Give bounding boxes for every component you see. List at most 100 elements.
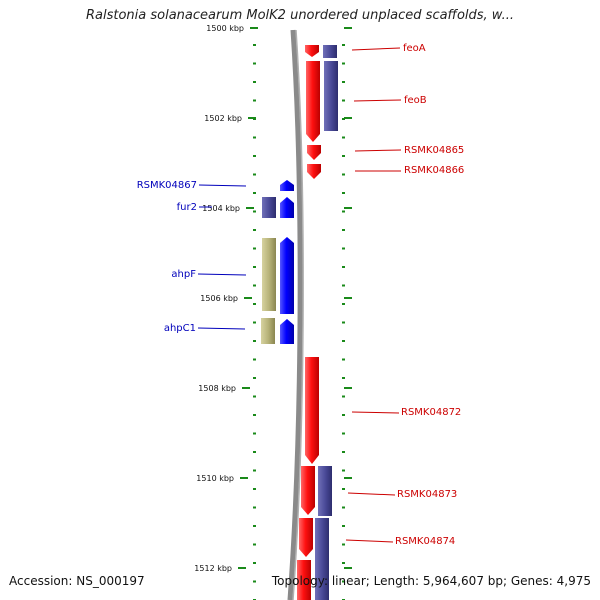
cds-ahpF [262,238,276,311]
guide-dot [342,414,345,416]
scale-tick [344,27,352,29]
guide-dot [342,173,345,176]
gene-arrow-ahpF [280,237,294,314]
guide-dot [253,284,256,287]
cds-feoB [324,61,338,116]
guide-dot [253,210,256,213]
label-ahpF: ahpF [171,269,196,280]
gene-arrow-extra [297,560,311,600]
guide-dot [253,62,256,65]
scale-tick [344,387,352,389]
guide-dot [253,451,256,453]
guide-dot [342,543,345,546]
topology-summary: Topology: linear; Length: 5,964,607 bp; … [271,574,591,588]
scale-tick [242,387,250,389]
guide-dot [342,488,345,490]
label-rsmk04865: RSMK04865 [404,145,464,156]
gene-arrow-rsmk04865 [307,145,321,160]
guide-dot [253,395,256,398]
scale-ticks: 1500 kbp 1502 kbp 1504 kbp 1506 kbp 1508 kbp… [194,24,352,573]
scale-tick-label: 1506 kbp [200,294,238,303]
guide-dot [342,303,345,305]
label-ahpC1: ahpC1 [164,323,196,334]
gene-arrow-ahpC1 [280,319,294,344]
right-gene-labels: feoA feoB RSMK04865 RSMK04866 RSMK04872 … [345,43,464,547]
reverse-genes [261,180,294,344]
accession-label: Accession: NS_000197 [9,574,145,588]
guide-dot [342,525,345,527]
label-rsmk04874: RSMK04874 [395,536,455,547]
guide-dot [342,469,345,472]
guide-dot [342,210,345,213]
label-fur2: fur2 [177,202,197,213]
guide-dot [253,155,256,157]
guide-dot [342,266,345,268]
guide-dot [342,229,345,231]
label-feoB: feoB [404,95,427,106]
chromosome-spine [287,29,303,600]
guide-dot [253,340,256,342]
label-rsmk04866: RSMK04866 [404,165,464,176]
map-title: Ralstonia solanacearum MolK2 unordered u… [85,8,514,23]
scale-tick [244,297,252,299]
guide-dot [253,321,256,324]
label-rsmk04872: RSMK04872 [401,407,461,418]
gene-arrow-rsmk04872 [305,357,319,464]
guide-dot [342,155,345,157]
guide-dot [342,284,345,287]
guide-dot [342,192,345,194]
cds-feoB-end [324,116,338,131]
guide-dot [342,99,345,102]
scale-tick [240,477,248,479]
scale-tick [344,117,352,119]
scale-tick [238,567,246,569]
guide-dot [253,525,256,527]
scale-tick [250,27,258,29]
guide-dot [342,62,345,65]
guide-dot [253,173,256,176]
label-rsmk04867: RSMK04867 [137,180,197,191]
guide-dot [253,488,256,490]
guide-dot [342,580,345,583]
scale-tick-label: 1500 kbp [206,24,244,33]
guide-dot [253,469,256,472]
guide-dot [253,580,256,583]
guide-dot [253,229,256,231]
guide-dot [342,506,345,509]
scale-tick-label: 1502 kbp [204,114,242,123]
guide-dot [253,543,256,546]
cds-rsmk04873 [318,466,332,516]
guide-dot [253,506,256,509]
left-gene-labels: RSMK04867 fur2 ahpF ahpC1 [137,180,247,334]
guide-dot [342,118,345,120]
guide-dot [342,321,345,324]
scale-tick-label: 1508 kbp [198,384,236,393]
gene-arrow-rsmk04874 [299,518,313,557]
scale-tick [344,207,352,209]
guide-dot [342,432,345,435]
guide-dot [253,266,256,268]
guide-dot [253,358,256,361]
chromosome-spine-shade [292,29,304,600]
guide-dot [342,340,345,342]
label-feoA: feoA [403,43,426,54]
label-rsmk04873: RSMK04873 [397,489,457,500]
cds-fur2 [262,197,276,218]
gene-arrow-fur2 [280,197,294,218]
cds-ahpC1 [261,318,275,344]
scale-tick [344,297,352,299]
guide-dot [253,247,256,250]
scale-tick [344,567,352,569]
gene-arrow-feoB [306,61,320,142]
forward-genes [297,45,338,600]
guide-dot [253,81,256,83]
guide-dot [253,303,256,305]
guide-dot [342,377,345,379]
scale-tick [248,117,256,119]
scale-tick-label: 1504 kbp [202,204,240,213]
guide-dot [342,44,345,46]
guide-dot [253,377,256,379]
scale-tick-label: 1512 kbp [194,564,232,573]
gene-arrow-rsmk04866 [307,164,321,179]
